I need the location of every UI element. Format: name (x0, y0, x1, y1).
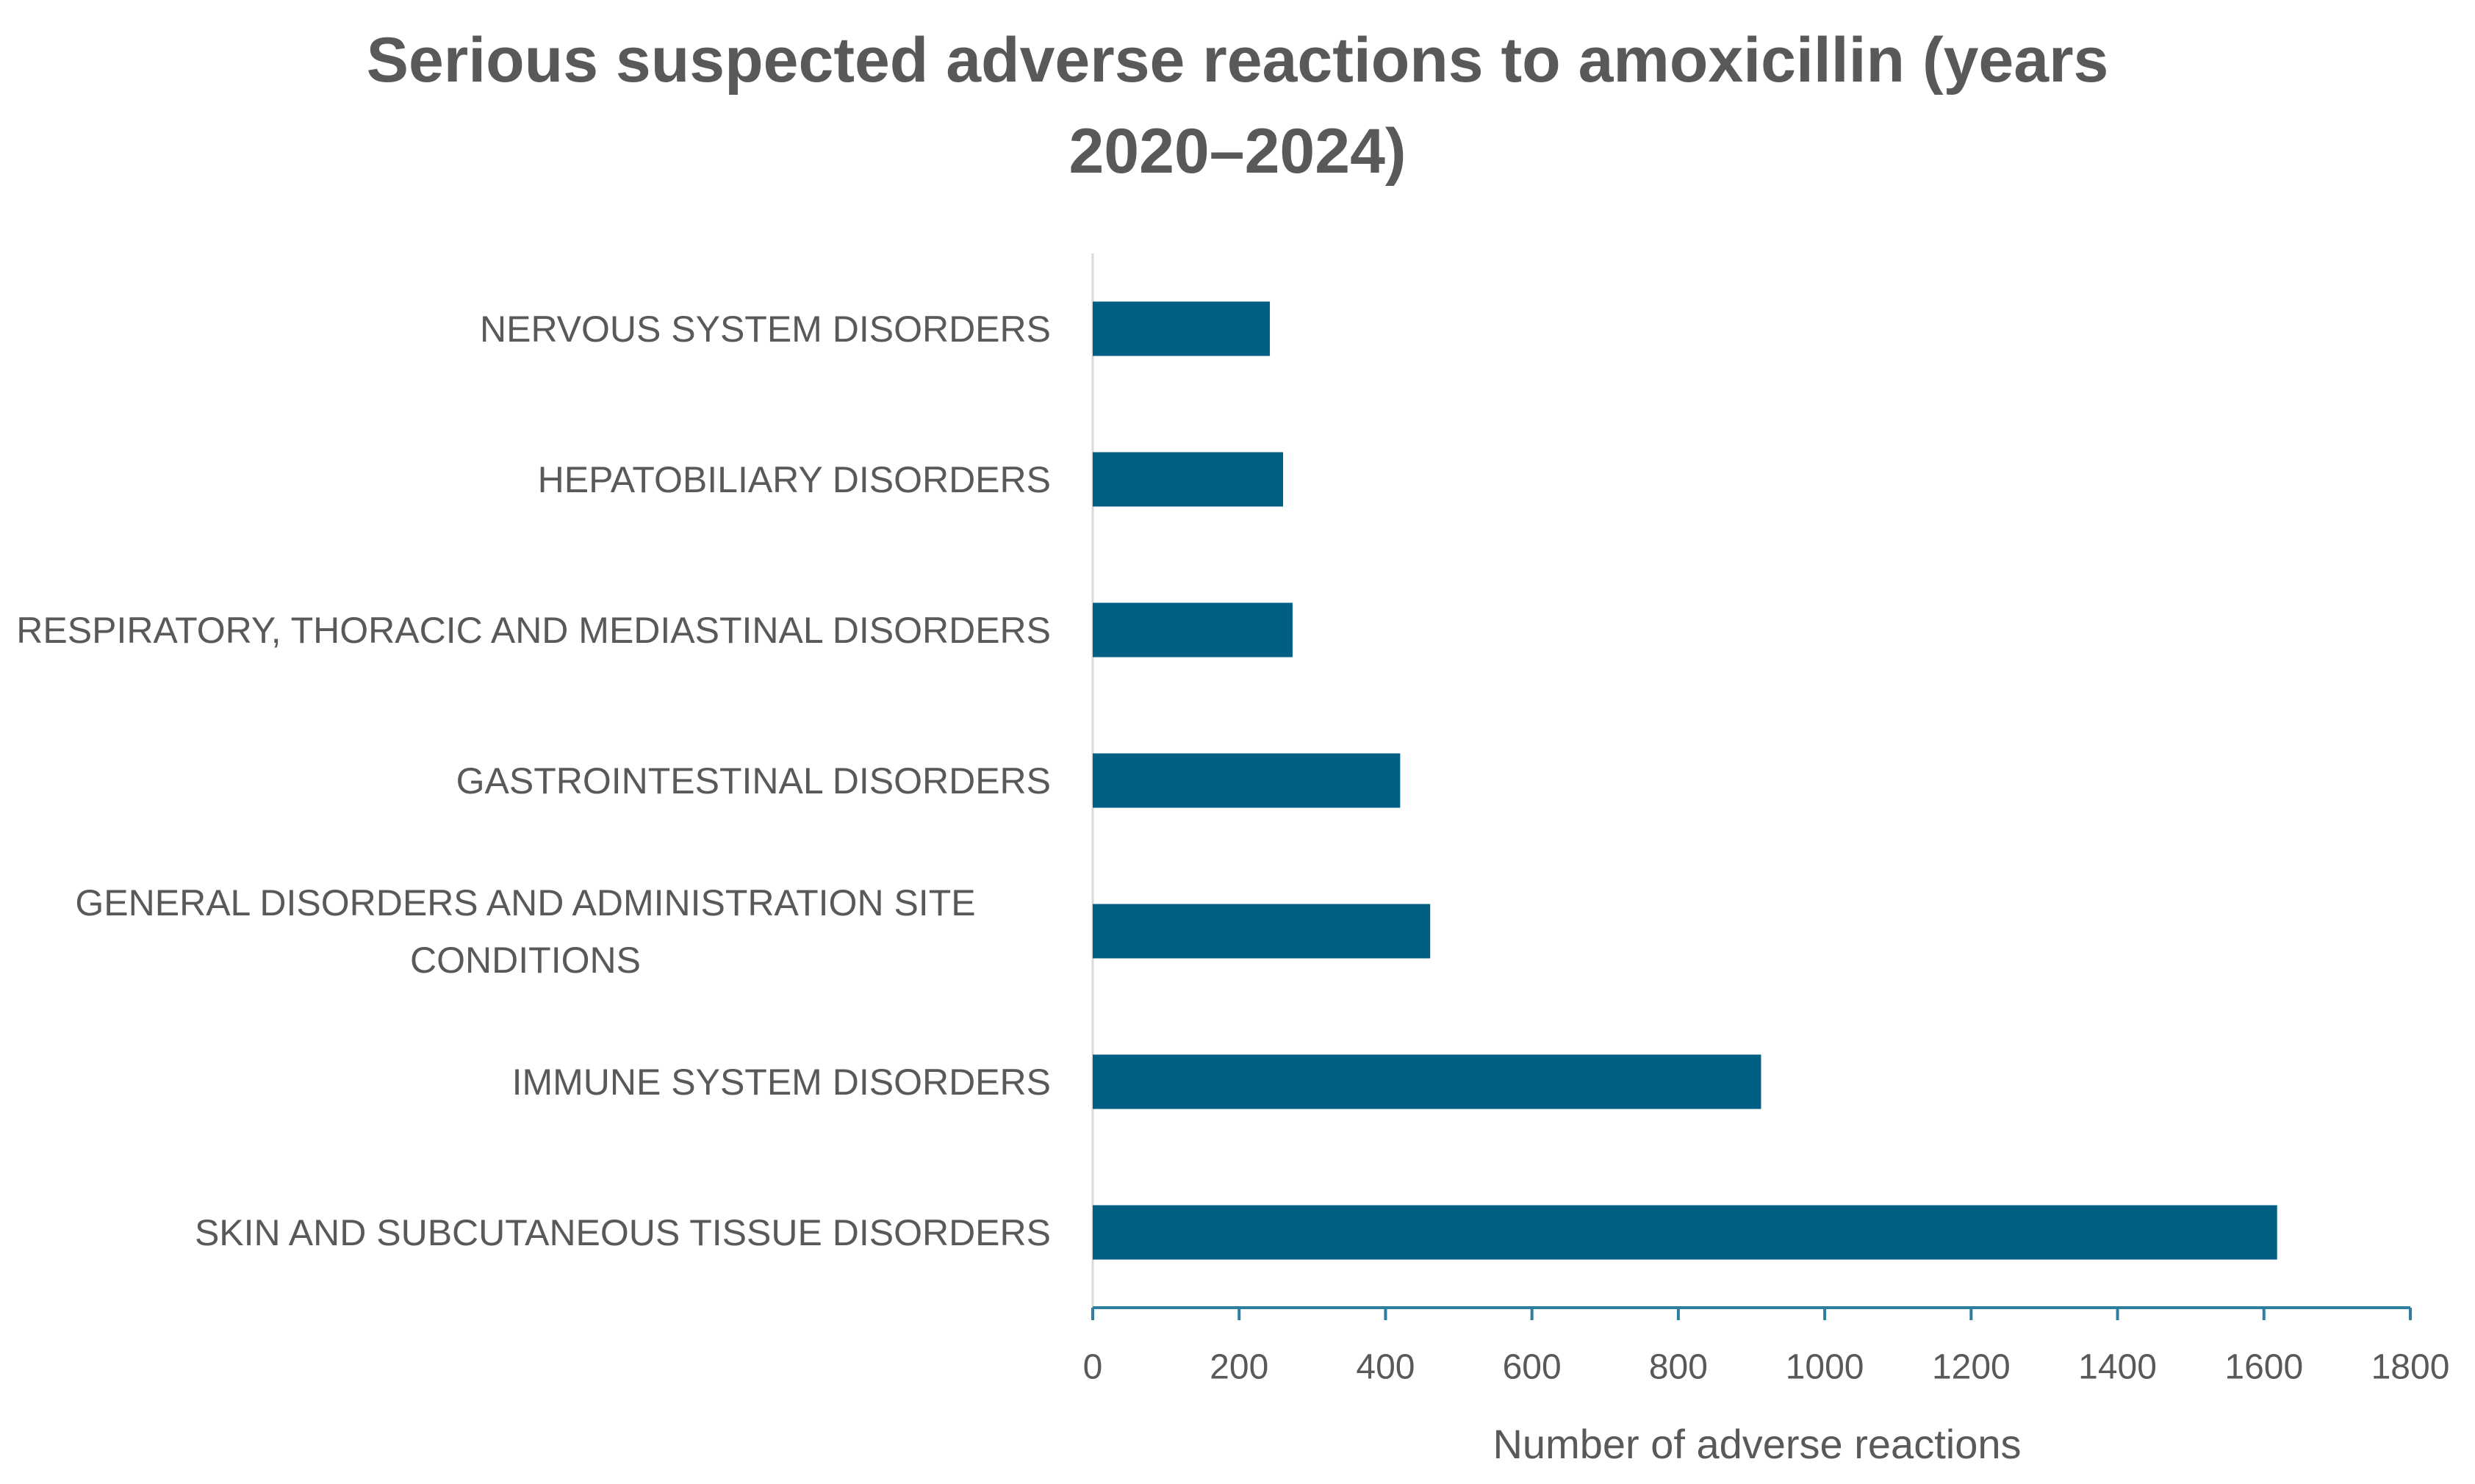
bar (1093, 904, 1431, 959)
x-tick-label: 1800 (2371, 1348, 2450, 1387)
x-tick-label: 1200 (1932, 1348, 2011, 1387)
x-tick-label: 400 (1356, 1348, 1415, 1387)
y-tick-label: NERVOUS SYSTEM DISORDERS (479, 308, 1051, 350)
x-tick-label: 1600 (2224, 1348, 2303, 1387)
y-tick-label: IMMUNE SYSTEM DISORDERS (511, 1061, 1051, 1103)
y-tick-label: RESPIRATORY, THORACIC AND MEDIASTINAL DI… (16, 609, 1051, 651)
y-tick-label: GASTROINTESTINAL DISORDERS (456, 760, 1051, 802)
bar (1093, 301, 1271, 356)
x-tick-label: 1400 (2078, 1348, 2157, 1387)
chart-title: Serious suspected adverse reactions to a… (366, 25, 2109, 187)
x-axis-title: Number of adverse reactions (1492, 1421, 2021, 1467)
bar (1093, 452, 1283, 507)
x-tick-label: 200 (1210, 1348, 1268, 1387)
bar (1093, 602, 1293, 658)
bar (1093, 753, 1401, 808)
x-tick-label: 0 (1083, 1348, 1103, 1387)
y-tick-label: HEPATOBILIARY DISORDERS (537, 458, 1051, 500)
bar (1093, 1205, 2277, 1260)
y-tick-label: SKIN AND SUBCUTANEOUS TISSUE DISORDERS (194, 1211, 1051, 1253)
x-tick-label: 1000 (1786, 1348, 1864, 1387)
bar (1093, 1054, 1761, 1109)
x-tick-label: 800 (1649, 1348, 1708, 1387)
y-tick-label: GENERAL DISORDERS AND ADMINISTRATION SIT… (75, 882, 976, 981)
x-tick-label: 600 (1503, 1348, 1562, 1387)
